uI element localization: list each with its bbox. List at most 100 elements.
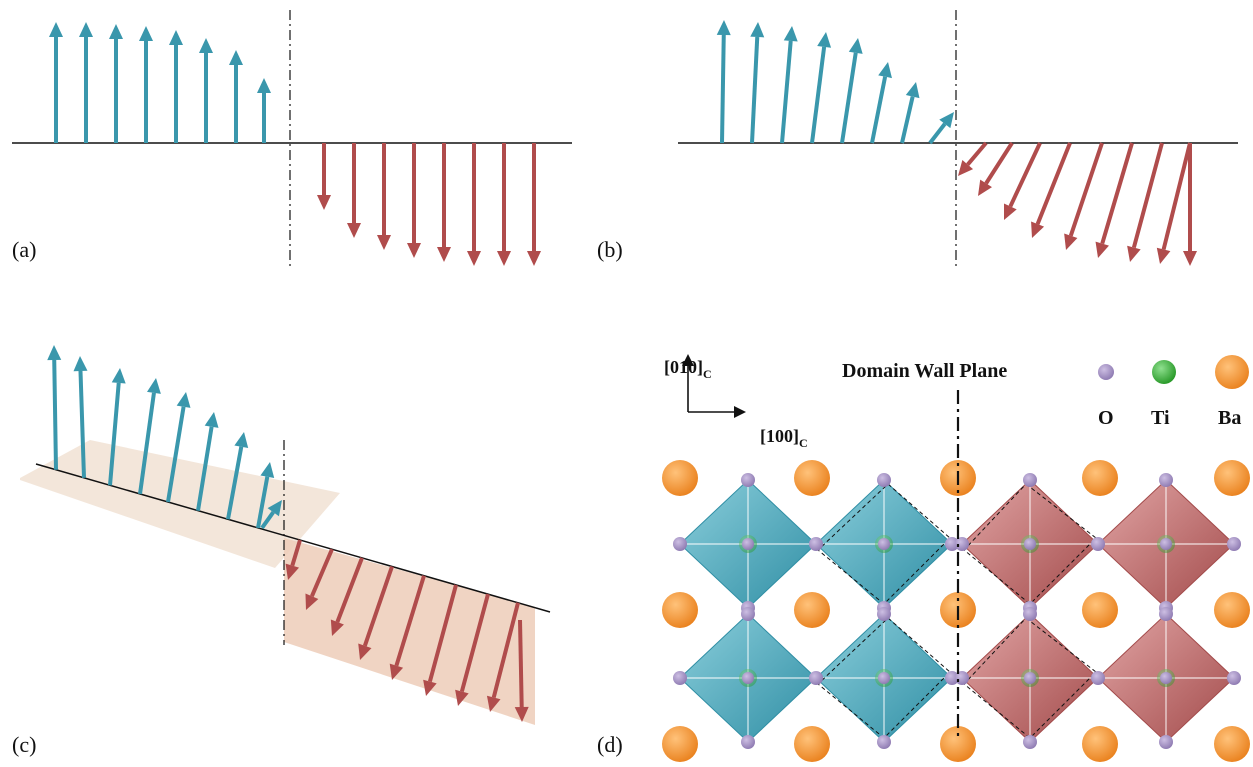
- oxygen-atom: [1023, 735, 1037, 749]
- panel-c-baseline: [35, 463, 551, 613]
- up-arrow: [229, 50, 243, 143]
- up-arrow: [716, 20, 731, 144]
- panel-c-right-plane: [284, 538, 535, 725]
- panel-a-label: (a): [12, 237, 36, 262]
- barium-atom: [794, 726, 830, 762]
- up-arrow: [139, 26, 153, 143]
- up-arrow: [196, 412, 219, 511]
- down-arrow: [455, 593, 490, 706]
- oxygen-atom: [742, 672, 754, 684]
- panel-b: (b): [597, 10, 1238, 268]
- down-arrow: [958, 141, 988, 176]
- panel-a-polarization-arrows: [49, 22, 541, 266]
- down-arrow: [1156, 142, 1192, 264]
- down-arrow: [1004, 142, 1042, 220]
- oxygen-atom: [1023, 607, 1037, 621]
- barium-atom: [940, 726, 976, 762]
- oxygen-atom: [1159, 735, 1173, 749]
- oxygen-atom: [741, 607, 755, 621]
- down-arrow: [330, 557, 364, 636]
- barium-atom: [1214, 460, 1250, 496]
- oxygen-atom: [955, 537, 969, 551]
- panel-c-label: (c): [12, 732, 36, 757]
- up-arrow: [73, 356, 88, 478]
- down-arrow: [497, 143, 511, 266]
- up-arrow: [138, 378, 161, 495]
- oxygen-atom: [1159, 607, 1173, 621]
- up-arrow: [199, 38, 213, 143]
- down-arrow: [467, 143, 481, 266]
- down-arrow: [358, 565, 394, 660]
- up-arrow: [166, 392, 191, 503]
- up-arrow: [870, 62, 892, 144]
- up-arrow: [900, 82, 920, 144]
- up-arrow: [109, 24, 123, 143]
- legend-titanium-label: Ti: [1151, 407, 1170, 429]
- panel-c-polarization-arrows: [47, 345, 529, 722]
- panel-d: [010]C [100]C Domain Wall Plane O Ti Ba …: [597, 354, 1250, 762]
- barium-atom: [1082, 460, 1118, 496]
- down-arrow: [978, 141, 1014, 196]
- panel-c-left-plane: [20, 440, 340, 568]
- oxygen-atom: [1159, 473, 1173, 487]
- up-arrow: [257, 78, 271, 143]
- down-arrow: [1064, 142, 1104, 250]
- oxygen-atom: [809, 671, 823, 685]
- down-arrow: [1183, 143, 1197, 266]
- down-arrow: [423, 584, 458, 696]
- down-arrow: [407, 143, 421, 258]
- oxygen-atom: [741, 473, 755, 487]
- oxygen-atom: [877, 607, 891, 621]
- octahedron-displaced-outline: [963, 617, 1097, 739]
- oxygen-atom: [1091, 671, 1105, 685]
- axis-010-main: [010]: [664, 357, 703, 377]
- oxygen-atom: [1023, 473, 1037, 487]
- oxygen-atom: [877, 473, 891, 487]
- legend-oxygen-label: O: [1098, 407, 1114, 429]
- oxygen-atom: [945, 671, 959, 685]
- down-arrow: [1031, 142, 1072, 238]
- barium-atom: [1214, 592, 1250, 628]
- barium-atom: [794, 592, 830, 628]
- oxygen-atom: [1091, 537, 1105, 551]
- oxygen-atom: [878, 538, 890, 550]
- oxygen-atom: [809, 537, 823, 551]
- up-arrow: [840, 38, 863, 144]
- oxygen-atom: [741, 735, 755, 749]
- barium-atom: [794, 460, 830, 496]
- oxygen-atom: [1024, 672, 1036, 684]
- up-arrow: [256, 462, 275, 529]
- axis-100-sub: C: [799, 436, 808, 450]
- down-arrow: [377, 143, 391, 250]
- atom-legend: O Ti Ba: [1098, 355, 1249, 429]
- barium-atom: [662, 726, 698, 762]
- down-arrow: [305, 548, 334, 610]
- up-arrow: [928, 112, 954, 145]
- oxygen-atom: [1227, 537, 1241, 551]
- down-arrow: [317, 143, 331, 210]
- legend-barium-symbol: [1215, 355, 1249, 389]
- oxygen-atom: [673, 537, 687, 551]
- up-arrow: [47, 345, 62, 470]
- axis-100-main: [100]: [760, 426, 799, 446]
- down-arrow: [527, 143, 541, 266]
- up-arrow: [108, 368, 126, 486]
- down-arrow: [1095, 142, 1134, 258]
- octahedron-displaced-outline: [963, 483, 1097, 605]
- down-arrow: [437, 143, 451, 262]
- panel-c: (c): [12, 345, 551, 757]
- down-arrow: [389, 575, 426, 680]
- panel-b-polarization-arrows: [716, 20, 1197, 266]
- legend-oxygen-symbol: [1098, 364, 1114, 380]
- panel-b-label: (b): [597, 237, 623, 262]
- up-arrow: [49, 22, 63, 143]
- barium-atom: [662, 592, 698, 628]
- barium-atom: [662, 460, 698, 496]
- barium-atom: [1082, 726, 1118, 762]
- down-arrow: [486, 602, 520, 712]
- up-arrow: [780, 26, 798, 144]
- oxygen-atom: [877, 735, 891, 749]
- oxygen-atom: [742, 538, 754, 550]
- down-arrow: [514, 619, 529, 722]
